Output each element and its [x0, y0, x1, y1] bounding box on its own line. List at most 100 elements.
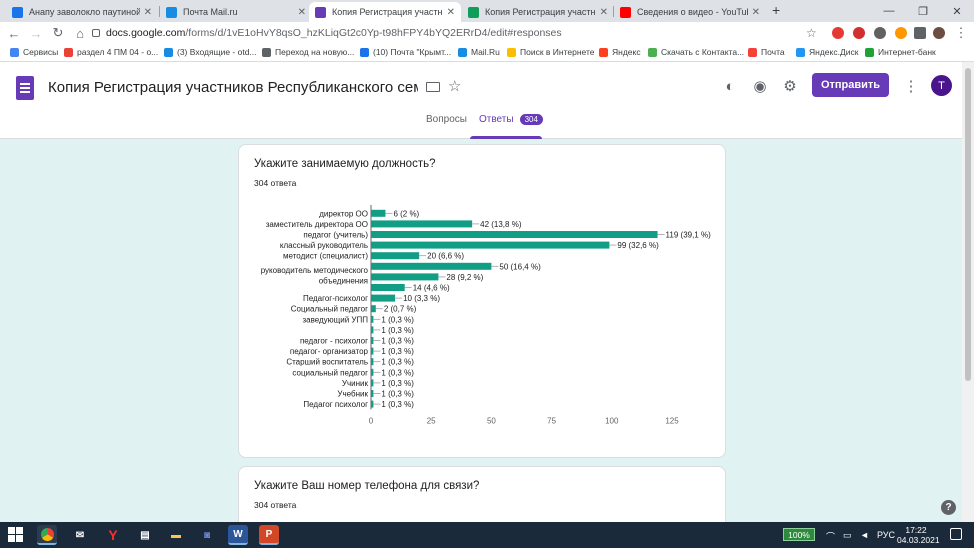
wifi-icon[interactable]: ⌒ [826, 532, 836, 542]
word-taskbar-icon[interactable]: W [228, 525, 248, 545]
bar [371, 368, 374, 376]
category-label: методист (специалист) [283, 252, 368, 261]
tab-questions[interactable]: Вопросы [426, 114, 467, 125]
adblock-extension-icon[interactable] [853, 27, 865, 39]
profile-avatar-icon[interactable] [933, 27, 945, 39]
browser-tab-4[interactable]: Копия Регистрация участников ✕ [462, 2, 614, 22]
bar [371, 273, 439, 281]
bookmark-item[interactable]: Почта [748, 47, 785, 57]
data-label: 2 (0,7 %) [384, 305, 417, 314]
category-label: заведующий УПП [302, 315, 368, 324]
data-label: 1 (0,3 %) [381, 315, 414, 324]
close-tab-icon[interactable]: ✕ [297, 6, 306, 18]
search-icon [507, 47, 516, 57]
bar [371, 379, 374, 387]
bookmark-item[interactable]: Сервисы [10, 47, 58, 57]
bookmark-item[interactable]: Mail.Ru [458, 47, 500, 57]
chrome-taskbar-icon[interactable] [37, 525, 57, 545]
preview-eye-icon[interactable]: ◉ [753, 78, 767, 95]
browser-tab-1[interactable]: Анапу заволокло паутиной пос ✕ [6, 2, 158, 22]
mailru-icon [458, 47, 467, 57]
star-icon[interactable]: ☆ [448, 78, 462, 95]
powerpoint-taskbar-icon[interactable]: P [259, 525, 279, 545]
data-label: 1 (0,3 %) [381, 400, 414, 409]
maximize-button[interactable]: ❐ [918, 5, 928, 18]
close-tab-icon[interactable]: ✕ [143, 6, 152, 18]
browser-tab-2[interactable]: Почта Mail.ru ✕ [160, 2, 312, 22]
tab-responses[interactable]: Ответы 304 [479, 114, 543, 125]
folder-icon[interactable] [426, 82, 440, 92]
volume-icon[interactable]: ◄ [860, 530, 869, 540]
bookmark-item[interactable]: Переход на новую... [262, 47, 354, 57]
network-icon[interactable]: ▭ [843, 530, 852, 540]
category-label: руководитель методического [261, 266, 369, 275]
forward-arrow-icon[interactable]: → [29, 25, 43, 41]
tab-favicon-icon [468, 6, 479, 18]
browser-tab-3-active[interactable]: Копия Регистрация участников ✕ [309, 2, 461, 22]
send-button[interactable]: Отправить [812, 73, 889, 97]
url-path: /forms/d/1vE1oHvY8qsO_hzKLiqGt2c0Yp-t98h… [185, 27, 562, 39]
close-tab-icon[interactable]: ✕ [751, 6, 760, 18]
page-scrollbar[interactable] [962, 62, 974, 522]
bookmark-item[interactable]: Яндекс.Диск [796, 47, 858, 57]
explorer-folder-taskbar-icon[interactable]: ▬ [171, 529, 181, 541]
help-icon[interactable]: ? [941, 500, 956, 515]
bookmark-item[interactable]: Интернет-банк [865, 47, 936, 57]
data-label: 119 (39,1 %) [666, 231, 712, 240]
data-label: 1 (0,3 %) [381, 347, 414, 356]
home-icon[interactable]: ⌂ [76, 25, 84, 41]
bar [371, 390, 374, 397]
bookmark-item[interactable]: раздел 4 ПМ 04 - о... [64, 47, 158, 57]
data-label: 1 (0,3 %) [381, 390, 414, 399]
category-label: объединения [319, 276, 368, 285]
extension-icon[interactable] [895, 27, 907, 39]
question-summary-card: Укажите Ваш номер телефона для связи? 30… [238, 466, 726, 522]
avatar[interactable]: T [931, 75, 952, 96]
language-indicator[interactable]: РУС [877, 530, 896, 540]
windows-start-icon[interactable] [8, 527, 24, 543]
bookmark-item[interactable]: Яндекс [599, 47, 641, 57]
settings-gear-icon[interactable]: ⚙ [783, 78, 797, 95]
tab-title: Сведения о видео - YouTube St [637, 7, 748, 17]
battery-indicator[interactable]: 100% [783, 528, 815, 541]
bookmark-item[interactable]: (3) Входящие - otd... [164, 47, 257, 57]
close-window-button[interactable]: ✕ [952, 5, 962, 18]
mail-taskbar-icon[interactable]: ✉ [75, 529, 85, 541]
form-title[interactable]: Копия Регистрация участников Республикан… [48, 79, 418, 96]
clipboard-taskbar-icon[interactable]: ▤ [140, 529, 150, 541]
close-tab-icon[interactable]: ✕ [599, 6, 608, 18]
response-count: 304 ответа [254, 500, 297, 510]
bookmark-item[interactable]: (10) Почта "Крымт... [360, 47, 451, 57]
google-forms-logo-icon[interactable] [16, 76, 34, 100]
bar [371, 305, 376, 313]
palette-icon[interactable]: ◐ [725, 77, 735, 95]
bar [371, 326, 374, 334]
discord-taskbar-icon[interactable]: ◙ [203, 529, 211, 541]
new-tab-button[interactable]: + [772, 2, 781, 18]
address-bar[interactable]: docs.google.com/forms/d/1vE1oHvY8qsO_hzK… [92, 24, 814, 42]
reload-icon[interactable]: ↻ [52, 25, 64, 40]
lock-icon [92, 29, 100, 37]
scrollbar-thumb[interactable] [965, 68, 971, 381]
notifications-icon[interactable] [950, 528, 962, 540]
browser-tab-5[interactable]: Сведения о видео - YouTube St ✕ [614, 2, 766, 22]
bookmark-star-icon[interactable]: ☆ [806, 26, 817, 40]
puzzle-extensions-icon[interactable] [914, 27, 926, 39]
back-arrow-icon[interactable]: ← [7, 25, 21, 41]
opera-extension-icon[interactable] [832, 27, 844, 39]
tab-favicon-icon [620, 6, 631, 18]
responses-content: Укажите занимаемую должность? 304 ответа… [0, 139, 962, 522]
data-label: 1 (0,3 %) [381, 326, 414, 335]
yandex-taskbar-icon[interactable]: Y [108, 527, 118, 543]
bookmarks-bar: Сервисы раздел 4 ПМ 04 - о... (3) Входящ… [0, 44, 974, 62]
browser-menu-icon[interactable]: ⋮ [954, 25, 968, 40]
close-tab-icon[interactable]: ✕ [446, 6, 455, 18]
question-title: Укажите Ваш номер телефона для связи? [254, 480, 480, 492]
clock[interactable]: 17:22 04.03.2021 [897, 525, 940, 545]
more-vert-icon[interactable]: ⋮ [903, 78, 919, 95]
extension-icon[interactable] [874, 27, 886, 39]
bookmark-item[interactable]: Скачать с Контакта... [648, 47, 744, 57]
bookmark-item[interactable]: Поиск в Интернете [507, 47, 595, 57]
data-label: 1 (0,3 %) [381, 379, 414, 388]
minimize-button[interactable]: — [883, 5, 895, 17]
